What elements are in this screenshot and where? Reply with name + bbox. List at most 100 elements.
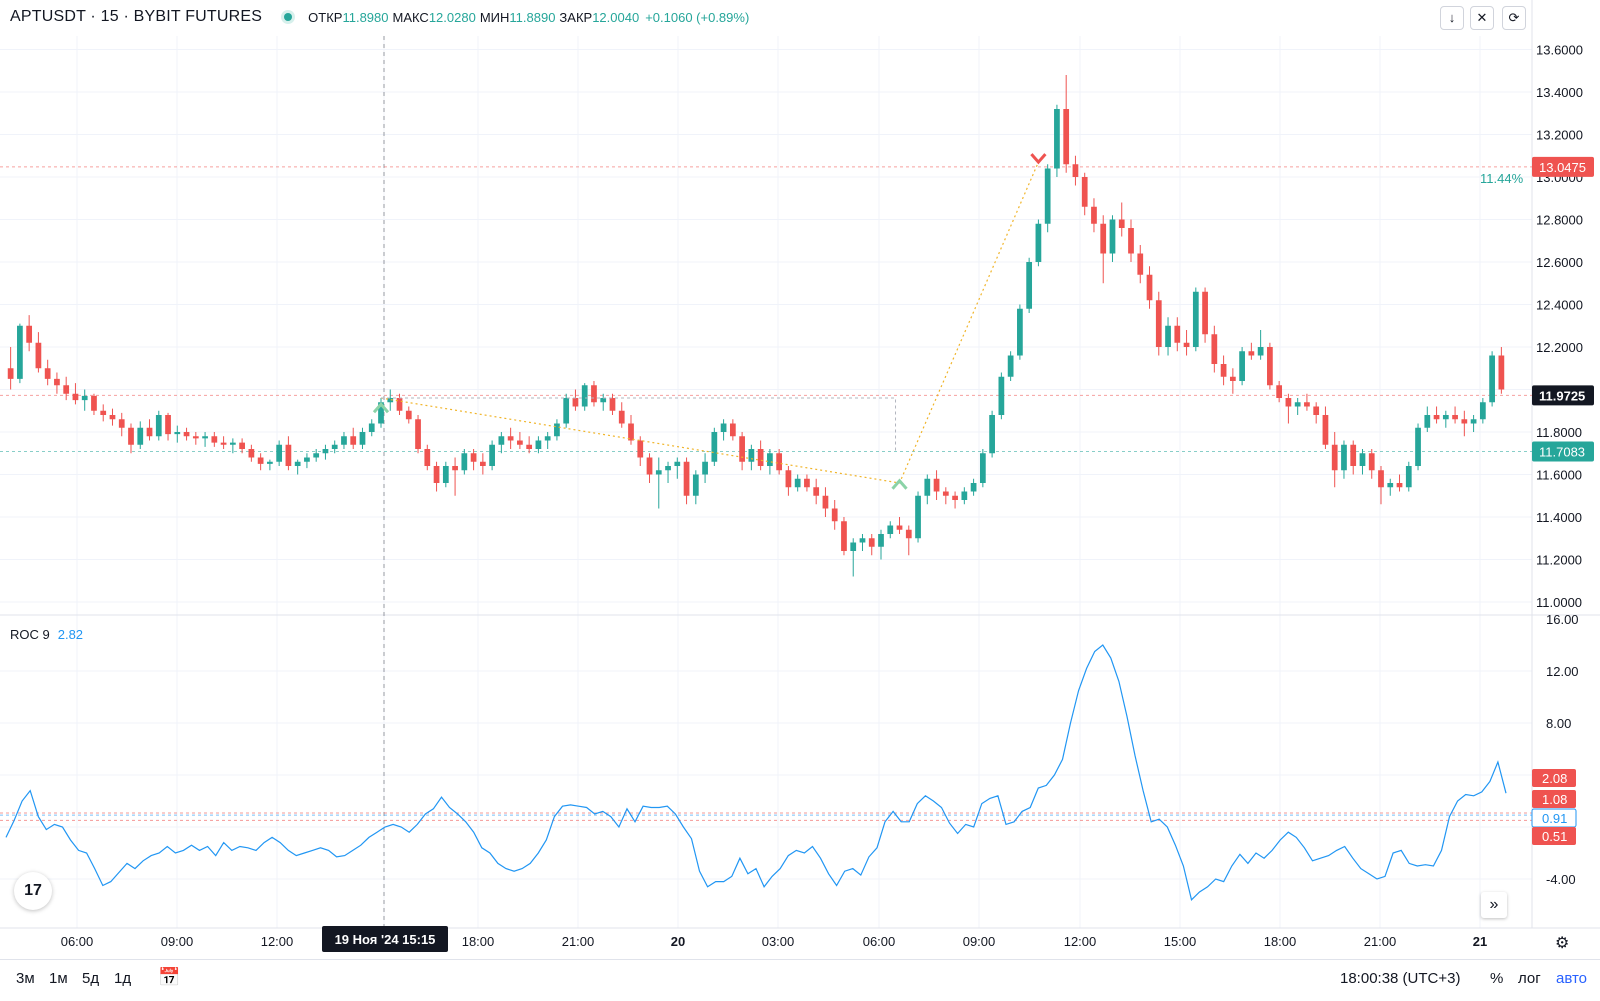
- candle-body: [1192, 291, 1199, 347]
- grid-lines: [0, 36, 1532, 928]
- candle-body: [896, 525, 903, 530]
- tradingview-logo-icon[interactable]: 17: [14, 872, 52, 910]
- clock-time[interactable]: 18:00:38 (UTC+3): [1340, 970, 1461, 987]
- roc-tick-label: 16.00: [1546, 612, 1579, 627]
- price-label-text: 11.7083: [1539, 444, 1585, 459]
- candle-body: [1026, 262, 1033, 309]
- candle-body: [470, 453, 477, 462]
- price-tick-label: 11.6000: [1536, 468, 1582, 483]
- candle-body: [1017, 308, 1023, 356]
- candle-body: [1183, 342, 1190, 347]
- candle-body: [767, 453, 773, 466]
- candle-body: [961, 491, 968, 500]
- candle-body: [294, 461, 301, 466]
- candle-body: [739, 436, 745, 462]
- candle-body: [1294, 402, 1301, 407]
- candle-body: [248, 449, 255, 458]
- close-value: 12.0040: [592, 9, 640, 25]
- candle-body: [554, 423, 560, 437]
- candle-body: [1211, 334, 1218, 364]
- maximize-icon[interactable]: ✕: [1470, 6, 1494, 30]
- candle-body: [1035, 223, 1042, 262]
- percent-toggle[interactable]: %: [1490, 970, 1504, 987]
- candle-body: [1118, 219, 1125, 228]
- candle-body: [341, 436, 347, 445]
- candle-body: [1489, 355, 1495, 403]
- candle-body: [81, 395, 88, 401]
- candle-body: [137, 427, 144, 445]
- candle-body: [1424, 415, 1431, 428]
- symbol-legend: APTUSDT · 15 · BYBIT FUTURES ОТКР 11.8980…: [10, 8, 749, 26]
- candle-body: [655, 470, 662, 475]
- candle-body: [1387, 483, 1394, 488]
- price-tick-label: 11.2000: [1536, 553, 1582, 568]
- candle-body: [1479, 402, 1486, 420]
- time-tick-label: 18:00: [462, 934, 495, 949]
- roc-level-tag: [1532, 769, 1576, 787]
- price-label-text: 11.9725: [1539, 388, 1585, 403]
- price-label-tag: [1532, 441, 1594, 462]
- candle-body: [1415, 427, 1421, 466]
- roc-level-text: 0.91: [1542, 811, 1567, 826]
- price-tick-label: 12.8000: [1536, 213, 1583, 228]
- candle-body: [415, 419, 421, 449]
- candle-body: [1322, 415, 1329, 445]
- candle-body: [285, 444, 292, 466]
- candle-body: [544, 436, 551, 441]
- price-tick-label: 12.6000: [1536, 255, 1583, 270]
- range-3m[interactable]: 3м: [16, 970, 35, 987]
- time-tick-label: 03:00: [762, 934, 795, 949]
- candle-body: [452, 466, 458, 471]
- symbol-title[interactable]: APTUSDT · 15 · BYBIT FUTURES: [10, 8, 263, 25]
- price-tick-label: 12.4000: [1536, 298, 1583, 313]
- log-toggle[interactable]: лог: [1518, 970, 1541, 987]
- time-tick-label: 21:00: [1364, 934, 1397, 949]
- range-5d[interactable]: 5д: [82, 970, 100, 987]
- time-tick-label: 21:00: [562, 934, 595, 949]
- candle-body: [905, 529, 912, 539]
- candle-body: [1146, 274, 1153, 301]
- candle-body: [100, 410, 107, 415]
- candle-body: [1257, 347, 1264, 356]
- roc-legend[interactable]: ROC 9 2.82: [10, 627, 83, 642]
- price-tick-label: 12.2000: [1536, 340, 1583, 355]
- candle-body: [257, 457, 264, 464]
- candles: [7, 75, 1505, 577]
- price-tick-label: 11.8000: [1536, 425, 1582, 440]
- candle-body: [711, 432, 718, 462]
- gear-icon[interactable]: ⚙: [1555, 935, 1570, 952]
- candle-body: [220, 442, 227, 445]
- candle-body: [155, 415, 162, 437]
- candle-body: [591, 385, 597, 403]
- bottom-toolbar: 3м 1м 5д 1д 📅 18:00:38 (UTC+3) % лог авт…: [0, 959, 1600, 1001]
- candle-body: [1304, 402, 1310, 407]
- candle-body: [1248, 351, 1255, 356]
- candle-body: [118, 419, 125, 428]
- candle-body: [1470, 419, 1477, 424]
- calendar-icon[interactable]: 📅: [158, 967, 181, 987]
- price-tick-label: 11.4000: [1536, 510, 1582, 525]
- arrow-down-icon[interactable]: ↓: [1440, 6, 1464, 30]
- refresh-icon[interactable]: ⟳: [1502, 6, 1526, 30]
- candle-body: [54, 378, 60, 386]
- range-1m[interactable]: 1м: [49, 970, 68, 987]
- candle-body: [1044, 168, 1051, 224]
- roc-tick-label: 8.00: [1546, 716, 1571, 731]
- candle-body: [757, 449, 764, 466]
- candle-body: [563, 398, 570, 424]
- candle-body: [387, 398, 394, 403]
- auto-toggle[interactable]: авто: [1556, 970, 1588, 987]
- candle-body: [1433, 415, 1440, 420]
- sell-arrow-icon: [1030, 153, 1047, 165]
- candle-body: [942, 491, 949, 496]
- scroll-to-realtime-icon[interactable]: »: [1481, 892, 1507, 918]
- candle-body: [998, 376, 1005, 415]
- market-status-icon: [284, 13, 293, 21]
- roc-level-tag: [1532, 827, 1576, 845]
- candle-body: [1109, 219, 1116, 254]
- time-tick-label: 09:00: [963, 934, 996, 949]
- candle-body: [1091, 206, 1097, 224]
- range-1d[interactable]: 1д: [114, 970, 132, 987]
- candle-body: [44, 368, 51, 379]
